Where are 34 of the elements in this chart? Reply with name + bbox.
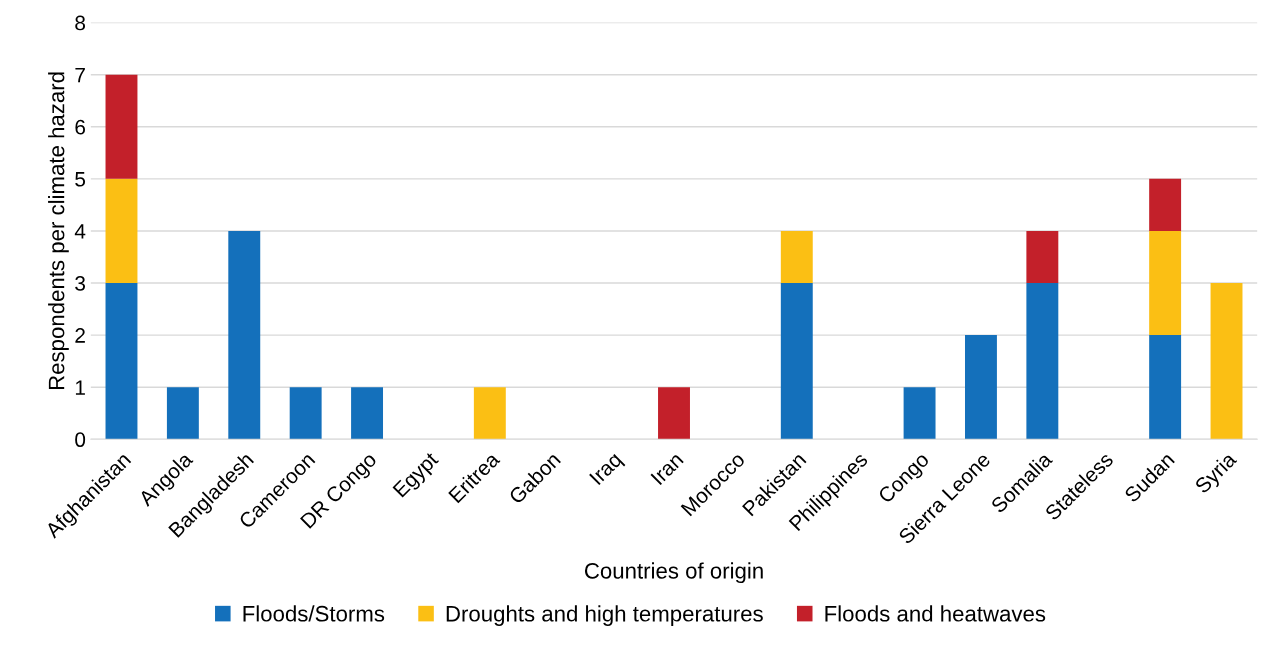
bar	[780, 283, 813, 440]
bar	[1210, 283, 1243, 440]
bar	[228, 230, 261, 440]
y-tick-label: 5	[75, 172, 86, 187]
bar	[780, 230, 813, 284]
bar	[473, 387, 506, 440]
bar	[1149, 230, 1182, 336]
legend-label: Floods/Storms	[243, 605, 385, 622]
bar	[903, 387, 936, 440]
y-axis-title: Respondents per climate hazard	[48, 72, 69, 390]
y-tick-label: 0	[75, 432, 86, 448]
bar	[105, 178, 138, 284]
bar	[658, 387, 690, 440]
bar	[289, 387, 322, 440]
bar	[1026, 230, 1059, 284]
x-axis-title: Countries of origin	[584, 562, 763, 584]
bar	[105, 283, 138, 440]
y-tick-label: 6	[75, 119, 86, 135]
y-tick-label: 2	[75, 328, 85, 343]
bar	[965, 335, 997, 440]
bar	[1026, 283, 1059, 440]
y-tick-label: 1	[75, 380, 85, 395]
y-tick-label: 8	[75, 15, 86, 31]
bar	[166, 387, 199, 440]
legend-label: Droughts and high temperatures	[446, 605, 763, 626]
y-tick-label: 3	[75, 276, 86, 291]
y-tick-label: 7	[75, 67, 85, 83]
x-tick-label: Iraq	[589, 451, 626, 489]
bar	[105, 74, 138, 179]
bar	[1149, 335, 1182, 440]
bar	[351, 387, 384, 440]
y-tick-label: 4	[74, 224, 86, 239]
legend-label: Floods and heatwaves	[825, 605, 1046, 622]
bar	[1149, 178, 1182, 231]
